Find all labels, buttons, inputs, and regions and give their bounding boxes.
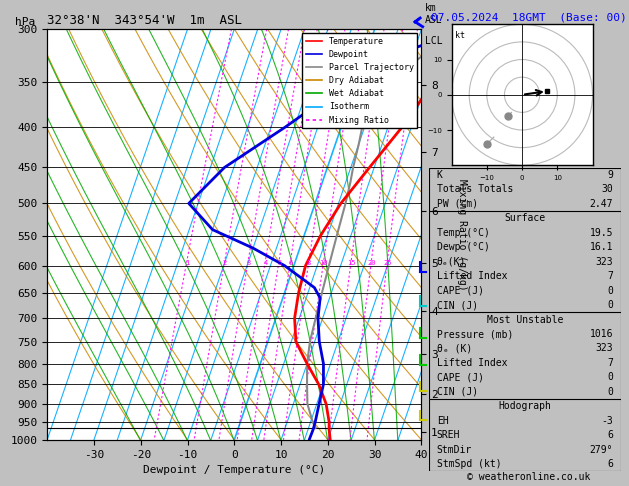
Text: K: K	[437, 170, 443, 180]
Text: CIN (J): CIN (J)	[437, 300, 478, 310]
Text: -3: -3	[601, 416, 613, 426]
Text: Dewp (°C): Dewp (°C)	[437, 242, 489, 252]
Text: 30: 30	[601, 184, 613, 194]
Text: © weatheronline.co.uk: © weatheronline.co.uk	[467, 472, 590, 482]
Text: 19.5: 19.5	[589, 228, 613, 238]
Text: 15: 15	[347, 260, 355, 266]
Text: kt: kt	[455, 32, 465, 40]
Text: 2.47: 2.47	[589, 199, 613, 209]
Text: Totals Totals: Totals Totals	[437, 184, 513, 194]
Text: 1: 1	[185, 260, 189, 266]
Text: 07.05.2024  18GMT  (Base: 00): 07.05.2024 18GMT (Base: 00)	[431, 12, 626, 22]
Text: 323: 323	[596, 344, 613, 353]
Text: 6: 6	[607, 430, 613, 440]
Text: 4: 4	[264, 260, 267, 266]
Text: SREH: SREH	[437, 430, 460, 440]
Text: 9: 9	[607, 170, 613, 180]
Text: Pressure (mb): Pressure (mb)	[437, 329, 513, 339]
Text: 5: 5	[277, 260, 281, 266]
Text: CAPE (J): CAPE (J)	[437, 286, 484, 295]
Text: 1016: 1016	[589, 329, 613, 339]
Text: 279°: 279°	[589, 445, 613, 455]
Text: 32°38'N  343°54'W  1m  ASL: 32°38'N 343°54'W 1m ASL	[47, 14, 242, 27]
Text: 7: 7	[607, 271, 613, 281]
Legend: Temperature, Dewpoint, Parcel Trajectory, Dry Adiabat, Wet Adiabat, Isotherm, Mi: Temperature, Dewpoint, Parcel Trajectory…	[303, 34, 417, 128]
Text: Mixing Ratio (g/kg): Mixing Ratio (g/kg)	[457, 179, 467, 290]
Text: 323: 323	[596, 257, 613, 267]
Text: StmDir: StmDir	[437, 445, 472, 455]
Text: 0: 0	[607, 372, 613, 382]
X-axis label: Dewpoint / Temperature (°C): Dewpoint / Temperature (°C)	[143, 465, 325, 475]
Text: EH: EH	[437, 416, 448, 426]
Text: Lifted Index: Lifted Index	[437, 271, 507, 281]
Text: θₑ(K): θₑ(K)	[437, 257, 466, 267]
Text: Temp (°C): Temp (°C)	[437, 228, 489, 238]
Text: θₑ (K): θₑ (K)	[437, 344, 472, 353]
Text: Surface: Surface	[504, 213, 545, 223]
Text: km
ASL: km ASL	[425, 3, 443, 25]
Text: 7: 7	[607, 358, 613, 368]
Text: 8: 8	[307, 260, 311, 266]
Text: 0: 0	[607, 300, 613, 310]
Text: 10: 10	[320, 260, 328, 266]
Text: Lifted Index: Lifted Index	[437, 358, 507, 368]
Text: PW (cm): PW (cm)	[437, 199, 478, 209]
Text: CAPE (J): CAPE (J)	[437, 372, 484, 382]
Text: CIN (J): CIN (J)	[437, 387, 478, 397]
Text: Most Unstable: Most Unstable	[487, 314, 563, 325]
Text: 25: 25	[383, 260, 392, 266]
Text: LCL: LCL	[425, 36, 443, 46]
Text: 6: 6	[607, 459, 613, 469]
Text: Hodograph: Hodograph	[498, 401, 552, 411]
Text: 0: 0	[607, 286, 613, 295]
Text: hPa: hPa	[15, 17, 36, 27]
Text: 6: 6	[289, 260, 292, 266]
Text: StmSpd (kt): StmSpd (kt)	[437, 459, 501, 469]
Text: 16.1: 16.1	[589, 242, 613, 252]
Text: 2: 2	[223, 260, 227, 266]
Text: 0: 0	[607, 387, 613, 397]
Text: 3: 3	[246, 260, 250, 266]
Text: 20: 20	[367, 260, 376, 266]
